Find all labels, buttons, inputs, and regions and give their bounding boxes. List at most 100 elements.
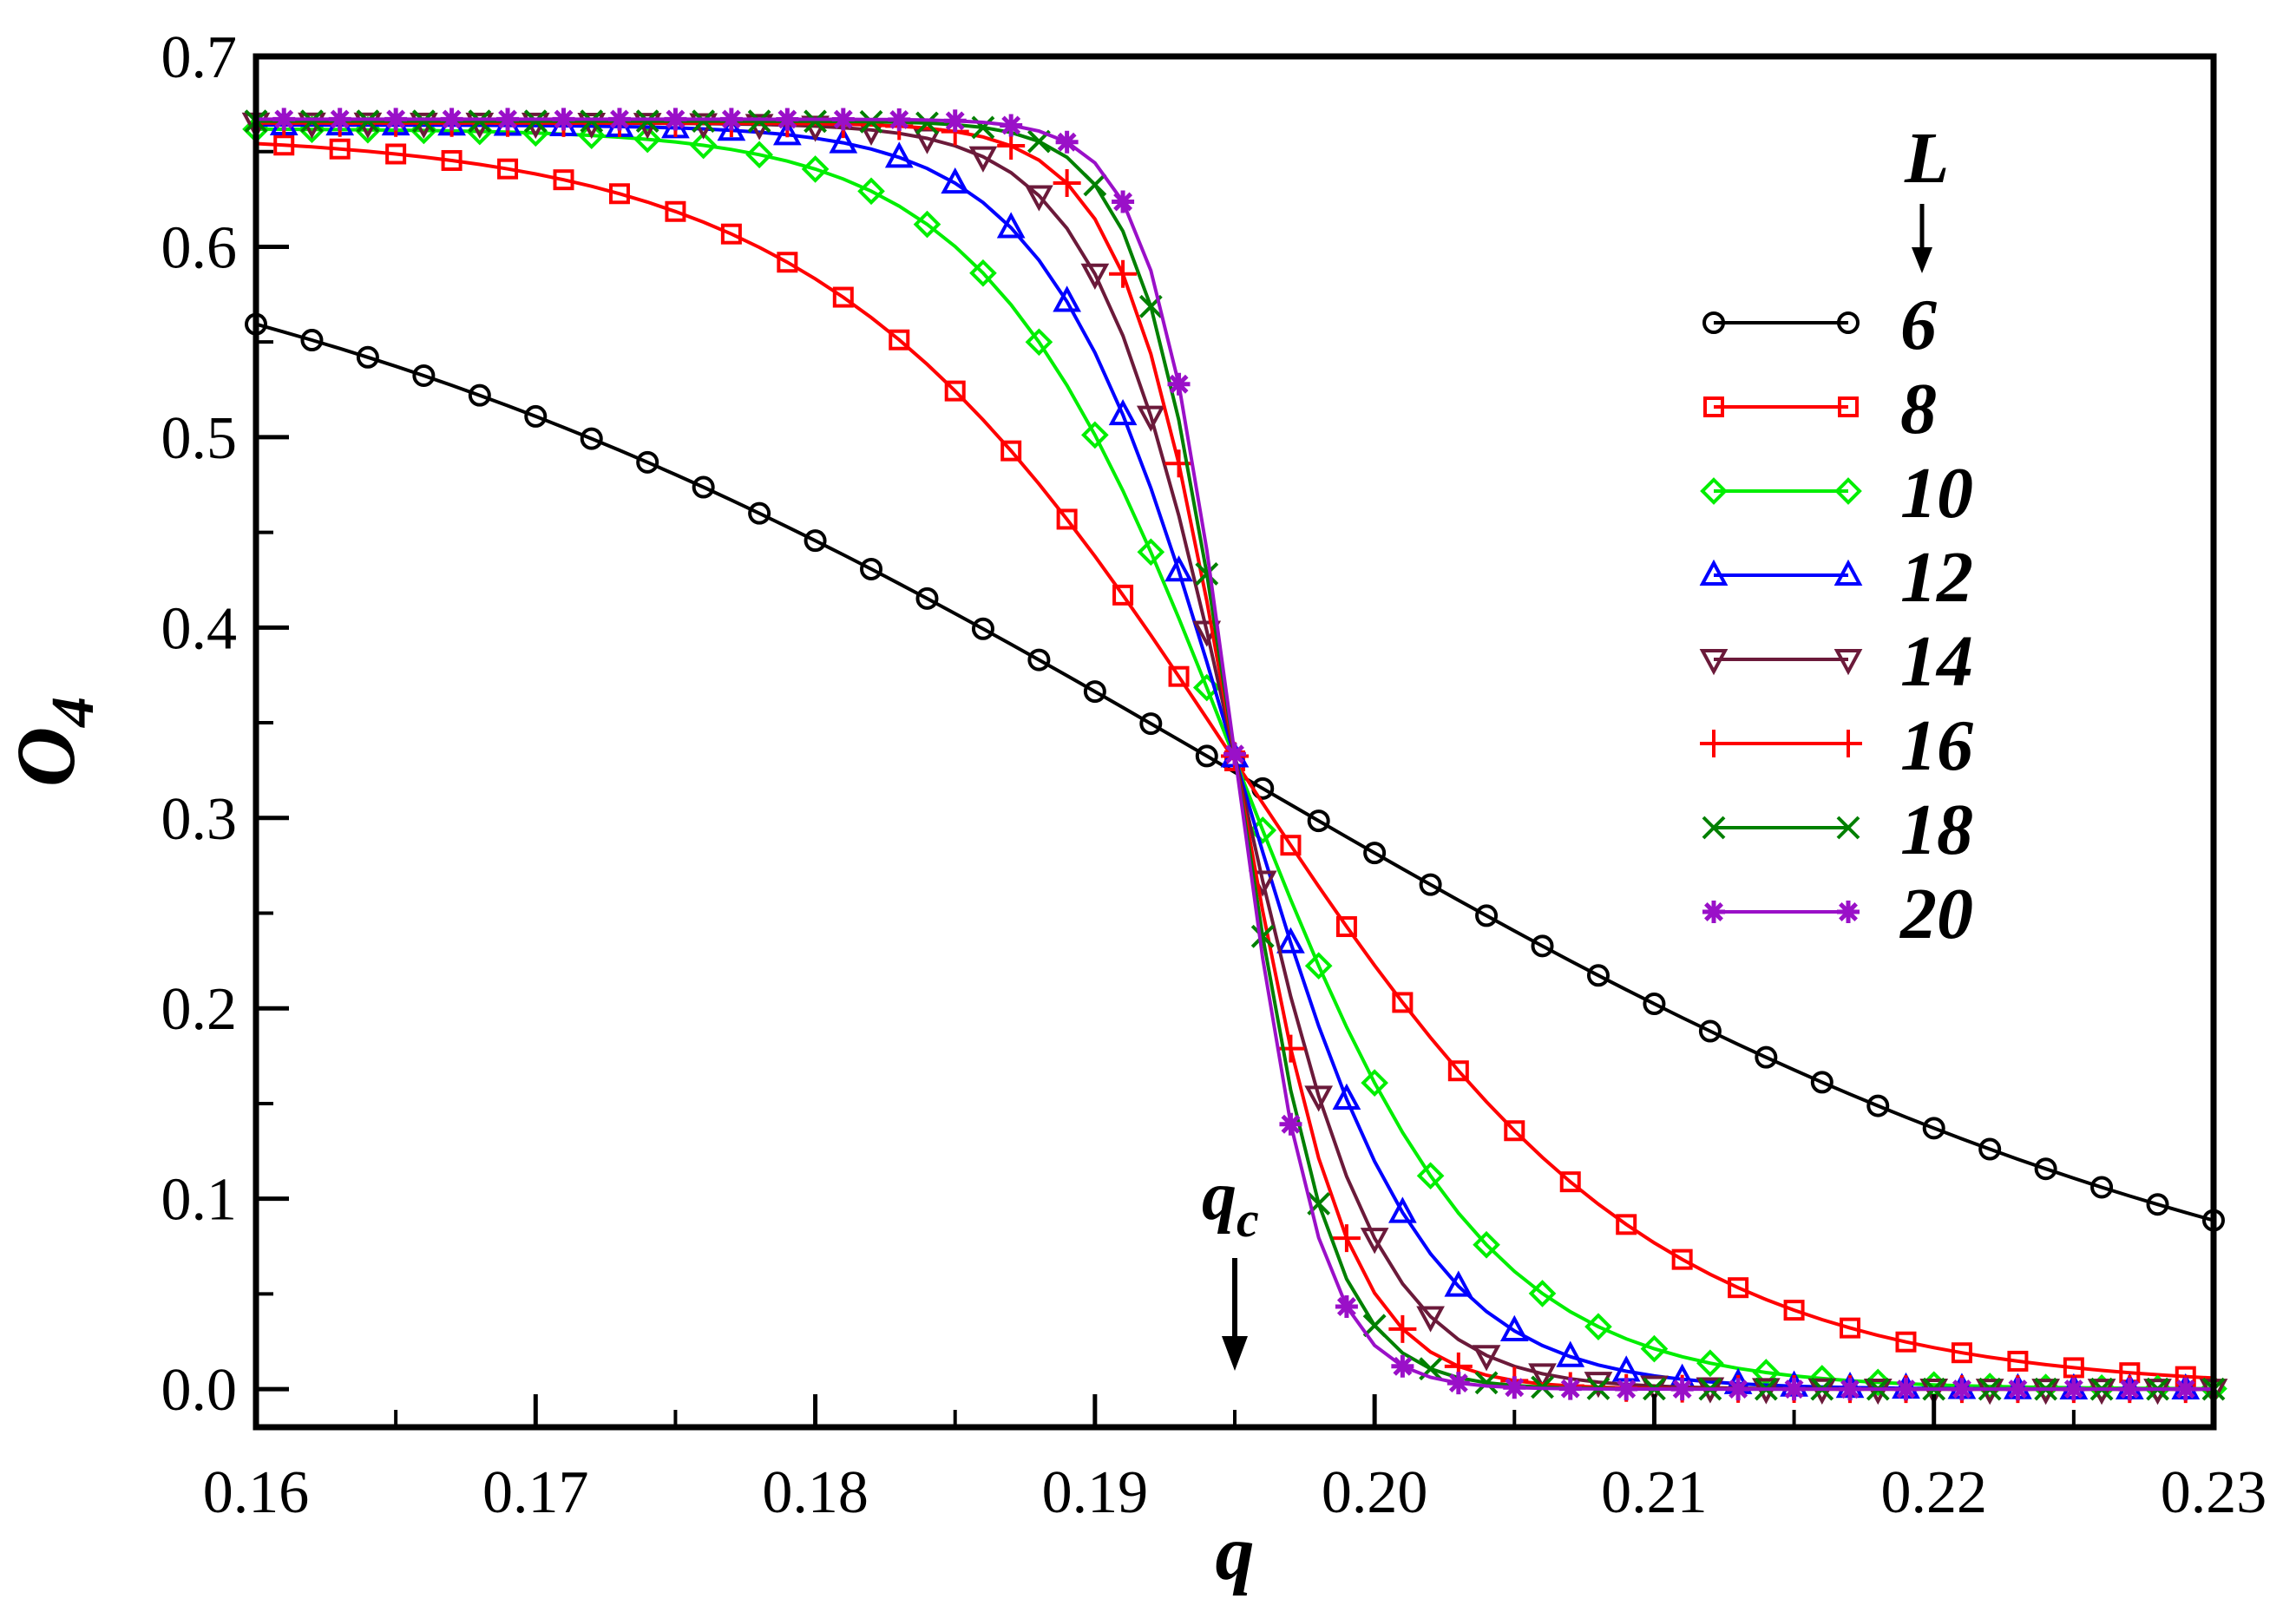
data-point <box>497 158 519 180</box>
data-point <box>1223 743 1246 766</box>
data-point <box>1136 405 1165 432</box>
legend-label: 16 <box>1900 705 1973 786</box>
data-point <box>523 109 548 134</box>
legend-arrow-head <box>1912 247 1932 273</box>
data-point <box>1895 1331 1917 1353</box>
data-point <box>804 109 827 134</box>
data-point <box>636 450 659 474</box>
data-point <box>580 109 604 134</box>
data-point <box>1137 538 1165 567</box>
legend-marker <box>1837 311 1860 334</box>
data-point <box>1388 1314 1417 1343</box>
qc-annotation-subscript: c <box>1237 1191 1259 1248</box>
data-point <box>1783 1300 1805 1321</box>
data-point <box>1000 114 1023 137</box>
data-point <box>857 177 885 206</box>
data-point <box>1279 1112 1302 1136</box>
data-point <box>1332 1083 1361 1110</box>
data-point <box>829 127 858 154</box>
data-point <box>772 119 802 146</box>
data-point <box>1866 1094 1890 1117</box>
legend-marker <box>1834 730 1862 757</box>
data-point <box>1696 1349 1724 1378</box>
y-tick-label: 0.3 <box>161 786 238 853</box>
data-point <box>913 210 941 239</box>
data-point <box>356 109 380 134</box>
legend-label: 10 <box>1900 453 1973 534</box>
legend-marker <box>1703 396 1724 417</box>
data-point <box>2006 1378 2030 1401</box>
data-point <box>969 259 997 287</box>
series-20 <box>256 108 2214 1401</box>
legend-label: 14 <box>1900 621 1973 702</box>
y-tick-label: 0.5 <box>161 405 238 472</box>
legend-marker <box>1702 901 1725 923</box>
data-point <box>1584 1313 1612 1340</box>
data-point <box>1335 1295 1358 1319</box>
data-point <box>1025 185 1053 212</box>
data-point <box>915 586 939 610</box>
data-point <box>1307 809 1330 833</box>
data-point <box>1528 1363 1557 1390</box>
data-point <box>1363 842 1387 865</box>
data-point <box>2062 1378 2085 1401</box>
x-axis-title: q <box>1216 1510 1255 1596</box>
data-point <box>329 138 351 160</box>
data-point <box>1558 1377 1582 1400</box>
data-point <box>2174 1378 2197 1401</box>
legend-label: 8 <box>1900 369 1937 449</box>
data-point <box>1360 1228 1389 1255</box>
data-point <box>1727 1378 1750 1401</box>
data-point <box>1139 712 1163 736</box>
x-tick-label: 0.16 <box>203 1459 310 1526</box>
qc-annotation: qc <box>1202 1158 1259 1371</box>
data-point <box>1444 1270 1473 1297</box>
data-point <box>941 167 970 194</box>
data-point <box>468 383 491 407</box>
legend-item-18: 18 <box>1702 790 1973 870</box>
data-point <box>1446 1372 1470 1395</box>
qc-annotation-label: q <box>1202 1158 1237 1235</box>
axis-ticks: 0.16 0.17 0.18 0.19 0.20 0.21 0.22 0.23 0.0 0.1 0.… <box>161 24 2267 1526</box>
data-point <box>996 212 1026 239</box>
data-point <box>692 475 715 499</box>
legend-title: L <box>1904 118 1949 199</box>
data-point <box>1474 1371 1499 1395</box>
data-point <box>635 109 659 134</box>
data-point <box>607 108 631 131</box>
data-point <box>1951 1342 1972 1364</box>
data-point <box>859 109 883 134</box>
x-tick-label: 0.22 <box>1880 1459 1987 1526</box>
data-point <box>971 617 994 640</box>
legend-marker <box>1702 816 1726 840</box>
data-point <box>884 141 914 168</box>
data-point <box>1080 263 1110 290</box>
data-point <box>1055 130 1079 154</box>
data-point <box>1109 259 1138 288</box>
data-point <box>776 108 799 131</box>
data-point <box>496 108 520 131</box>
data-point <box>1362 1314 1387 1338</box>
data-point <box>1280 835 1302 856</box>
data-point <box>1504 1120 1525 1142</box>
data-point <box>745 141 773 169</box>
data-point <box>1250 924 1275 948</box>
data-point <box>1616 1214 1637 1235</box>
y-axis-title-group: O4 <box>0 697 107 787</box>
data-point <box>411 109 436 134</box>
data-point <box>1922 1117 1945 1140</box>
y-tick-label: 0.1 <box>161 1167 238 1234</box>
data-point <box>1053 169 1081 198</box>
data-point <box>384 108 408 131</box>
data-point <box>664 108 687 131</box>
data-point <box>1894 1378 1918 1401</box>
data-point <box>1167 372 1191 396</box>
data-point <box>1304 952 1333 980</box>
data-point <box>1586 964 1610 987</box>
data-point <box>692 109 716 134</box>
data-point <box>441 149 462 171</box>
legend-label: 20 <box>1899 874 1973 954</box>
data-point <box>385 143 407 165</box>
data-point <box>608 183 630 205</box>
